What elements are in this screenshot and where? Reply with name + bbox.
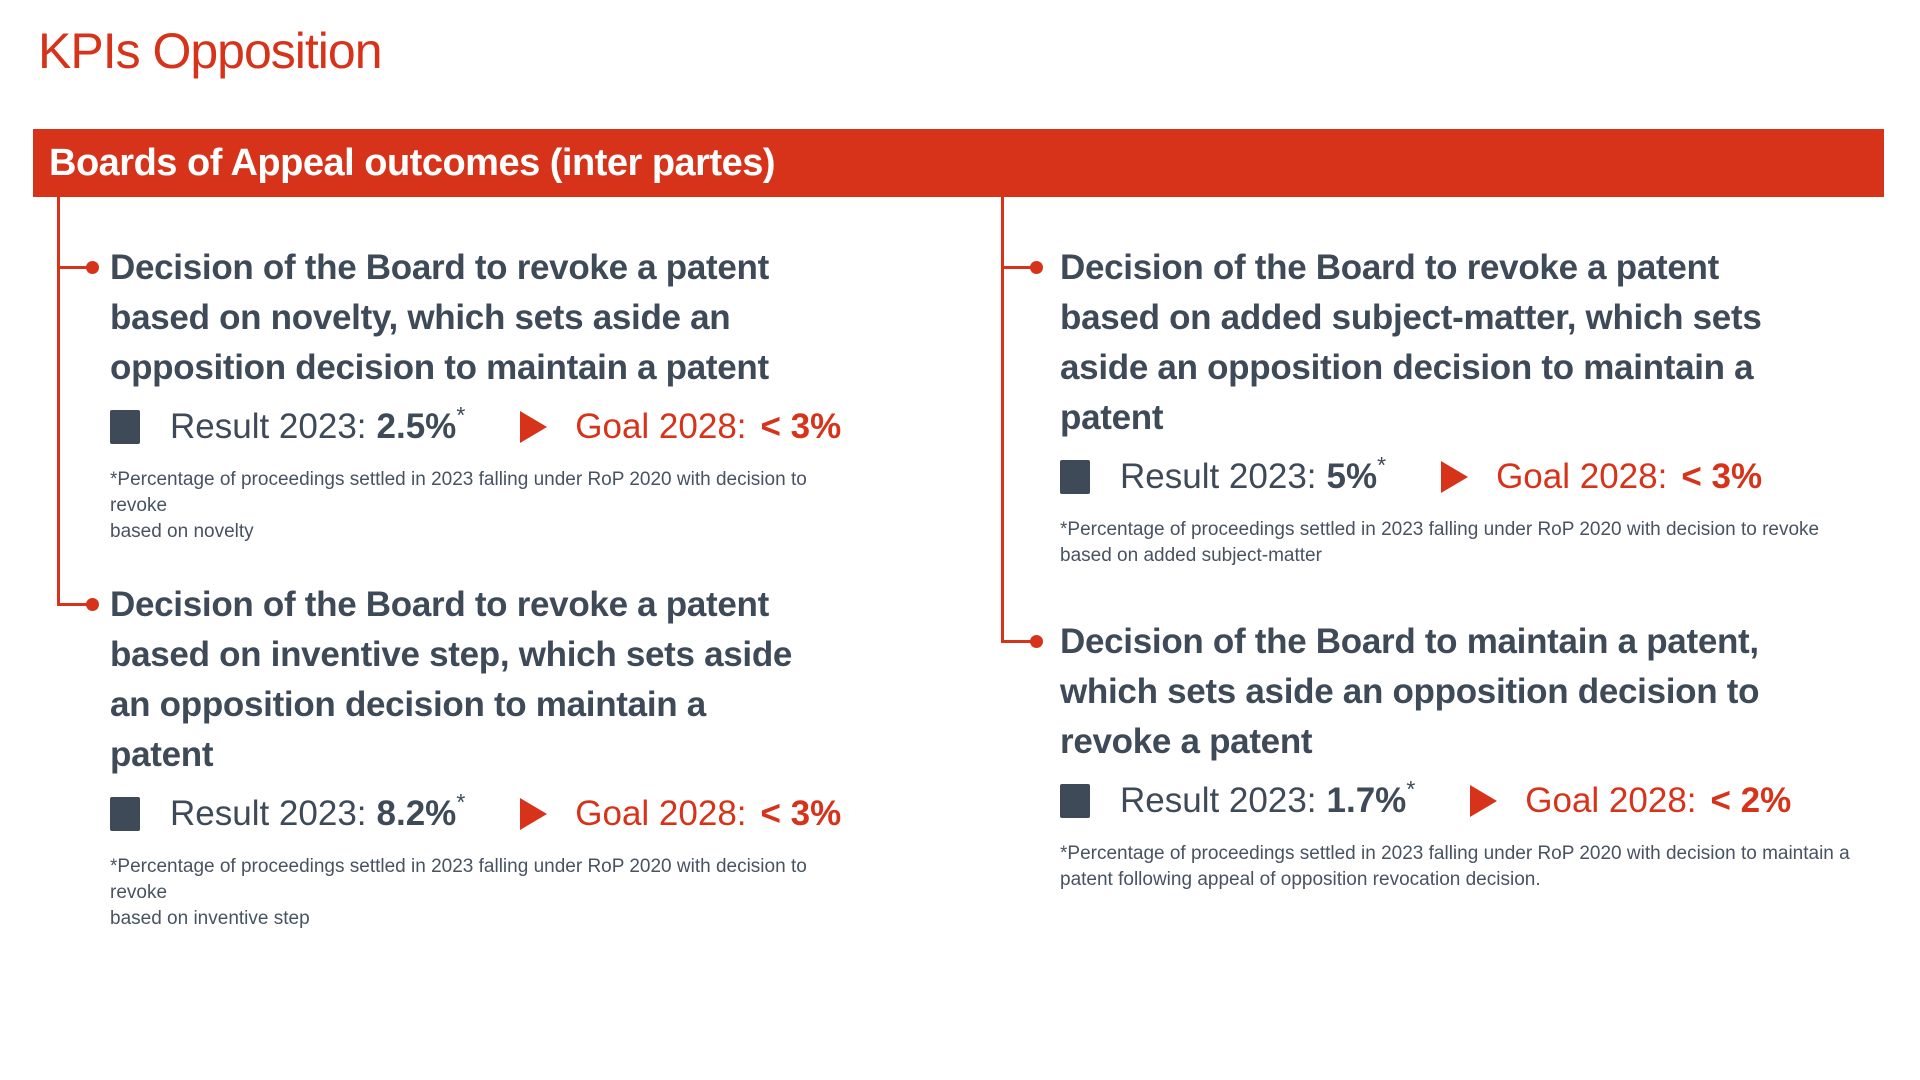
goal-label: Goal 2028: xyxy=(575,407,747,446)
result-label: Result 2023: xyxy=(170,407,367,446)
kpi-heading: Decision of the Board to revoke a patent… xyxy=(110,248,769,387)
goal-label: Goal 2028: xyxy=(575,794,747,833)
footnote-marker: * xyxy=(1406,775,1416,802)
result-label: Result 2023: xyxy=(1120,781,1317,820)
connector-line-right-branch-1 xyxy=(1003,266,1031,269)
square-bullet-icon xyxy=(110,797,140,831)
kpi-footnote: *Percentage of proceedings settled in 20… xyxy=(110,469,807,542)
section-banner: Boards of Appeal outcomes (inter partes) xyxy=(33,129,1884,197)
result-value: 2.5% xyxy=(376,407,457,446)
kpi-result-row: Result 2023: 2.5% * Goal 2028: < 3% xyxy=(110,402,841,447)
connector-dot-4 xyxy=(1030,635,1043,648)
connector-dot-1 xyxy=(86,261,99,274)
goal-label: Goal 2028: xyxy=(1525,781,1697,820)
goal-value: < 3% xyxy=(1681,457,1763,496)
footnote-marker: * xyxy=(1377,451,1387,478)
footnote-marker: * xyxy=(456,401,466,428)
kpi-block-added-subject-matter: Decision of the Board to revoke a patent… xyxy=(1060,243,1860,569)
square-bullet-icon xyxy=(1060,460,1090,494)
kpi-heading: Decision of the Board to maintain a pate… xyxy=(1060,622,1760,761)
footnote-marker: * xyxy=(456,788,466,815)
triangle-bullet-icon xyxy=(1470,785,1498,817)
connector-line-left-branch-1 xyxy=(59,266,87,269)
kpi-footnote: *Percentage of proceedings settled in 20… xyxy=(1060,843,1850,890)
connector-line-right-branch-2 xyxy=(1003,640,1031,643)
result-value: 1.7% xyxy=(1326,781,1407,820)
triangle-bullet-icon xyxy=(520,798,548,830)
result-label: Result 2023: xyxy=(170,794,367,833)
triangle-bullet-icon xyxy=(520,411,548,443)
kpi-block-maintain-patent: Decision of the Board to maintain a pate… xyxy=(1060,617,1880,893)
square-bullet-icon xyxy=(110,410,140,444)
goal-value: < 3% xyxy=(760,794,842,833)
result-value: 8.2% xyxy=(376,794,457,833)
section-banner-title: Boards of Appeal outcomes (inter partes) xyxy=(49,141,776,184)
kpi-footnote: *Percentage of proceedings settled in 20… xyxy=(1060,519,1820,566)
kpi-footnote: *Percentage of proceedings settled in 20… xyxy=(110,856,807,929)
kpi-block-inventive-step: Decision of the Board to revoke a patent… xyxy=(110,580,841,932)
connector-line-left-vertical xyxy=(57,196,60,606)
kpi-result-row: Result 2023: 1.7% * Goal 2028: < 2% xyxy=(1060,776,1880,821)
result-label: Result 2023: xyxy=(1120,457,1317,496)
triangle-bullet-icon xyxy=(1441,461,1469,493)
kpi-result-row: Result 2023: 5% * Goal 2028: < 3% xyxy=(1060,452,1860,497)
kpi-heading: Decision of the Board to revoke a patent… xyxy=(110,585,793,774)
kpi-result-row: Result 2023: 8.2% * Goal 2028: < 3% xyxy=(110,789,841,834)
connector-line-right-vertical xyxy=(1001,196,1004,643)
connector-dot-3 xyxy=(1030,261,1043,274)
page-title: KPIs Opposition xyxy=(38,23,383,79)
connector-line-left-branch-2 xyxy=(59,603,87,606)
square-bullet-icon xyxy=(1060,784,1090,818)
goal-value: < 3% xyxy=(760,407,842,446)
goal-label: Goal 2028: xyxy=(1496,457,1668,496)
connector-dot-2 xyxy=(86,598,99,611)
result-value: 5% xyxy=(1326,457,1378,496)
kpi-block-novelty: Decision of the Board to revoke a patent… xyxy=(110,243,841,545)
kpi-heading: Decision of the Board to revoke a patent… xyxy=(1060,248,1762,437)
goal-value: < 2% xyxy=(1710,781,1792,820)
